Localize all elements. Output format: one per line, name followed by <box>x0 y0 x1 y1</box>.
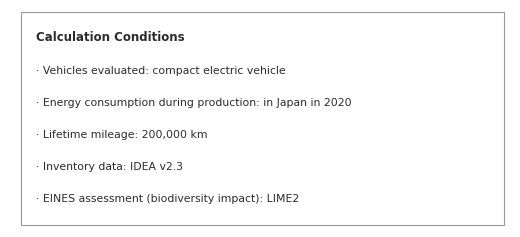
Text: · Inventory data: IDEA v2.3: · Inventory data: IDEA v2.3 <box>36 162 184 172</box>
Text: · Vehicles evaluated: compact electric vehicle: · Vehicles evaluated: compact electric v… <box>36 66 286 76</box>
FancyBboxPatch shape <box>21 12 504 225</box>
Text: · Energy consumption during production: in Japan in 2020: · Energy consumption during production: … <box>36 98 352 108</box>
Text: · Lifetime mileage: 200,000 km: · Lifetime mileage: 200,000 km <box>36 130 208 140</box>
Text: Calculation Conditions: Calculation Conditions <box>36 31 185 44</box>
Text: · EINES assessment (biodiversity impact): LIME2: · EINES assessment (biodiversity impact)… <box>36 194 300 204</box>
